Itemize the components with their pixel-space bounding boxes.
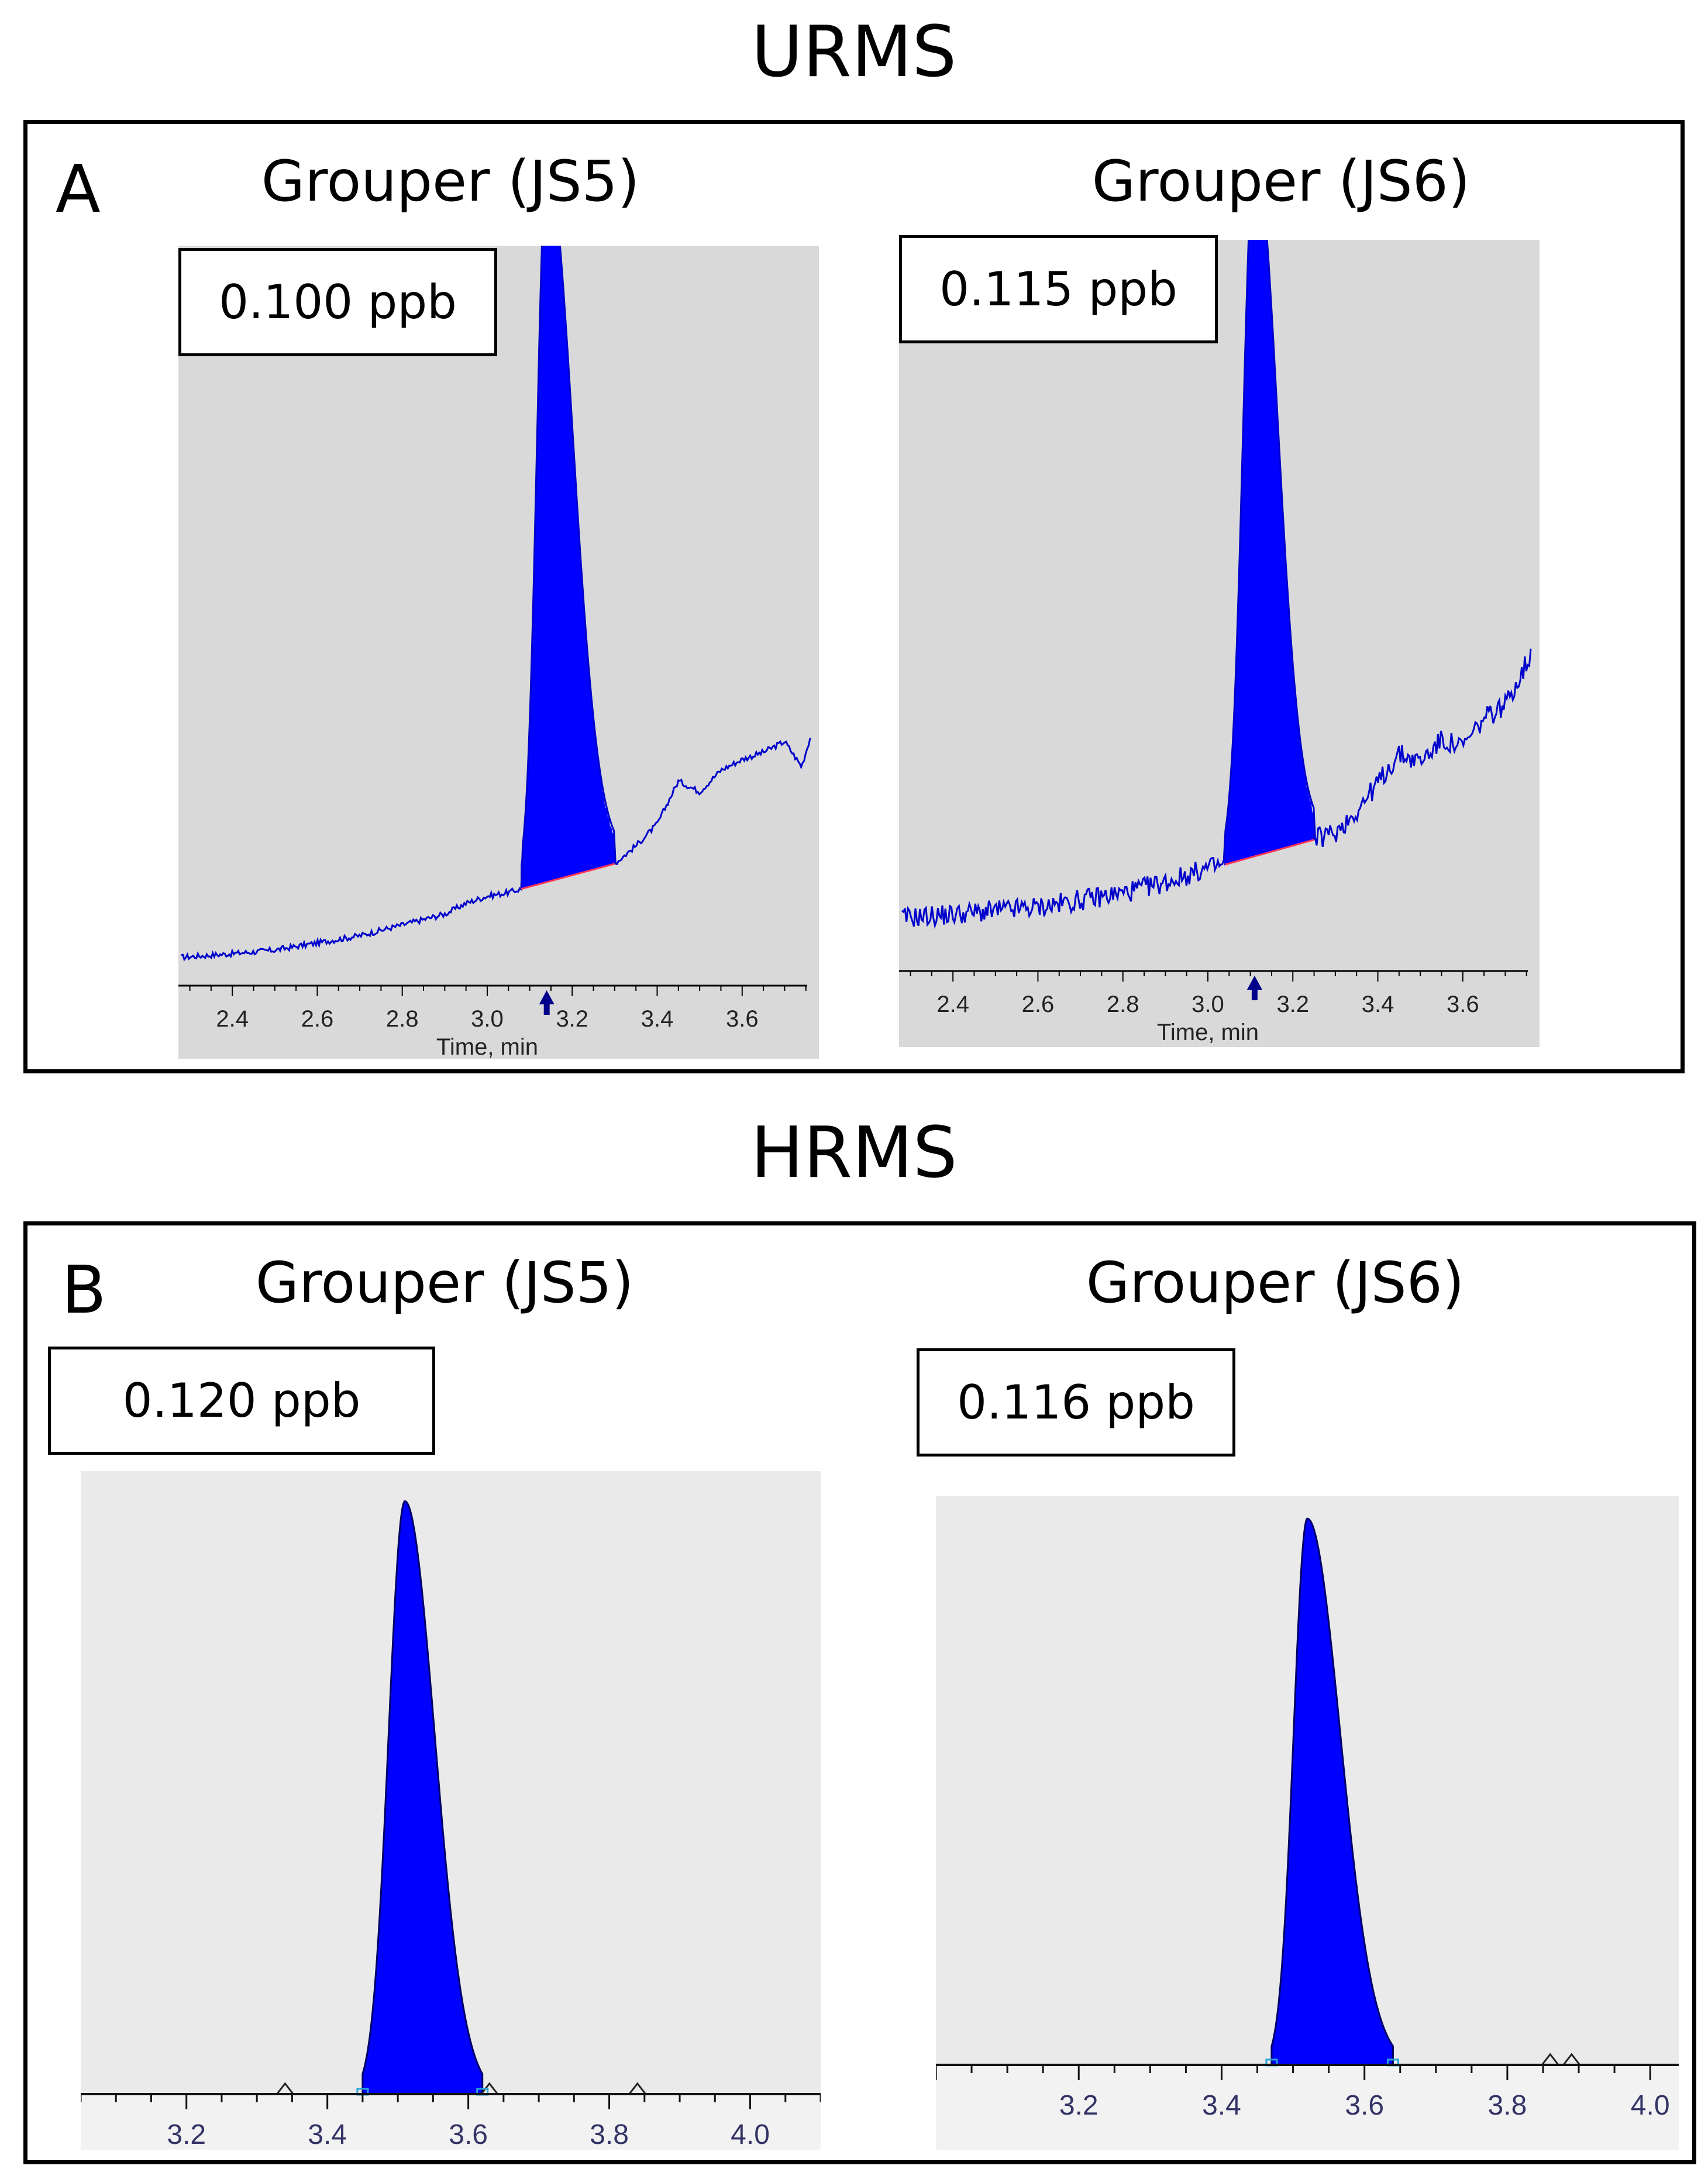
x-tick-label: 2.6 bbox=[301, 1006, 334, 1032]
x-tick-label: 3.2 bbox=[1059, 2090, 1099, 2121]
urms-section-title: URMS bbox=[751, 12, 957, 93]
x-tick-label: 3.4 bbox=[1362, 991, 1394, 1017]
integration-baseline bbox=[521, 863, 615, 890]
minor-peak bbox=[1541, 2053, 1559, 2065]
hrms-section-title: HRMS bbox=[750, 1113, 958, 1194]
x-tick-label: 3.6 bbox=[449, 2119, 488, 2150]
x-tick-label: 3.4 bbox=[1202, 2090, 1241, 2121]
peak-area bbox=[1270, 1517, 1394, 2066]
chart-b-right: 3.2 3.4 3.6 3.8 4.0 bbox=[936, 1496, 1679, 2150]
chart-b-left: 3.2 3.4 3.6 3.8 4.0 bbox=[81, 1471, 821, 2150]
panel-a-letter: A bbox=[56, 152, 101, 228]
x-tick-label: 2.8 bbox=[1107, 991, 1139, 1017]
x-tick-label: 4.0 bbox=[1631, 2090, 1670, 2121]
x-tick-label: 3.8 bbox=[590, 2119, 629, 2150]
panel-a-right-title: Grouper (JS6) bbox=[1091, 149, 1471, 214]
chromatogram-trace bbox=[181, 246, 811, 962]
x-axis-title: Time, min bbox=[1157, 1020, 1259, 1045]
x-tick-label: 3.2 bbox=[167, 2119, 206, 2150]
panel-a-left-concentration: 0.100 ppb bbox=[178, 248, 497, 356]
x-tick-label: 3.6 bbox=[1447, 991, 1479, 1017]
minor-peak bbox=[1562, 2053, 1581, 2065]
minor-peak bbox=[628, 2082, 646, 2095]
x-tick-label: 3.6 bbox=[726, 1006, 759, 1032]
x-tick-label: 4.0 bbox=[731, 2119, 770, 2150]
retention-time-marker-icon bbox=[1246, 976, 1262, 1000]
minor-peak bbox=[276, 2082, 294, 2095]
x-tick-label: 2.8 bbox=[386, 1006, 419, 1032]
panel-b-left-concentration: 0.120 ppb bbox=[48, 1347, 435, 1455]
panel-a-right-concentration: 0.115 ppb bbox=[899, 235, 1218, 343]
plot-background bbox=[899, 240, 1540, 1047]
x-tick-label: 3.4 bbox=[308, 2119, 347, 2150]
x-tick-label: 2.4 bbox=[216, 1006, 249, 1032]
panel-b-left-title: Grouper (JS5) bbox=[255, 1250, 634, 1316]
panel-b-letter: B bbox=[61, 1252, 106, 1328]
x-tick-label: 3.8 bbox=[1488, 2090, 1527, 2121]
minor-peak bbox=[480, 2082, 498, 2095]
chart-b-left-svg: 3.2 3.4 3.6 3.8 4.0 bbox=[81, 1471, 821, 2150]
chart-b-right-svg: 3.2 3.4 3.6 3.8 4.0 bbox=[936, 1496, 1679, 2150]
integration-baseline bbox=[1224, 839, 1314, 866]
panel-a-frame bbox=[23, 120, 1685, 1073]
axis-background bbox=[81, 2094, 821, 2150]
x-tick-label: 3.2 bbox=[1276, 991, 1309, 1017]
x-tick-label: 2.4 bbox=[936, 991, 969, 1017]
x-tick-label: 3.0 bbox=[1192, 991, 1224, 1017]
x-axis-title: Time, min bbox=[436, 1034, 538, 1059]
axis-background bbox=[936, 2065, 1679, 2150]
x-tick-label: 3.0 bbox=[471, 1006, 504, 1032]
plot-background bbox=[178, 246, 819, 1059]
panel-b-right-concentration: 0.116 ppb bbox=[917, 1348, 1235, 1457]
panel-b-right-title: Grouper (JS6) bbox=[1086, 1250, 1465, 1316]
x-tick-label: 3.4 bbox=[641, 1006, 674, 1032]
x-tick-label: 3.6 bbox=[1345, 2090, 1384, 2121]
x-tick-label: 2.6 bbox=[1022, 991, 1055, 1017]
peak-area bbox=[361, 1500, 484, 2095]
chromatogram-trace bbox=[901, 240, 1532, 929]
retention-time-marker-icon bbox=[539, 990, 555, 1015]
x-tick-label: 3.2 bbox=[556, 1006, 588, 1032]
panel-b-frame bbox=[23, 1221, 1696, 2164]
panel-a-left-title: Grouper (JS5) bbox=[261, 149, 640, 214]
